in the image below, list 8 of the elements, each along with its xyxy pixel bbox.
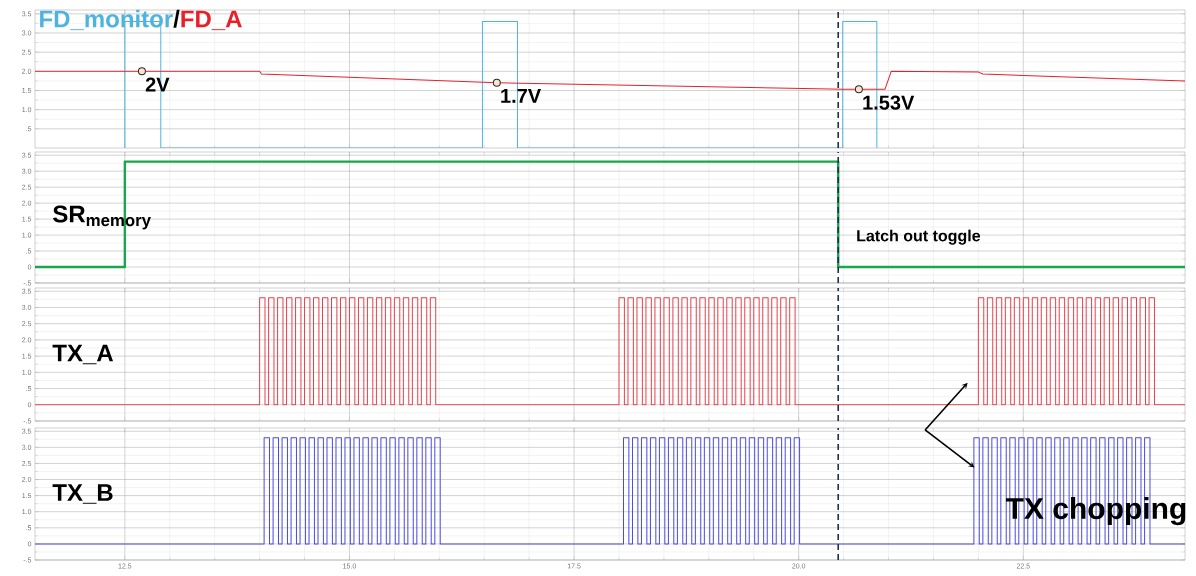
series-label: TX_B — [52, 484, 113, 504]
series-label: FD_A — [181, 10, 242, 31]
series-label: TX_A — [52, 344, 114, 365]
annotation: 2V — [145, 77, 170, 92]
series-label: FD_monitor — [40, 9, 173, 31]
annotation: 1.53V — [863, 95, 915, 110]
annotation: Latch out toggle — [857, 229, 981, 245]
annotation: / — [173, 9, 180, 28]
